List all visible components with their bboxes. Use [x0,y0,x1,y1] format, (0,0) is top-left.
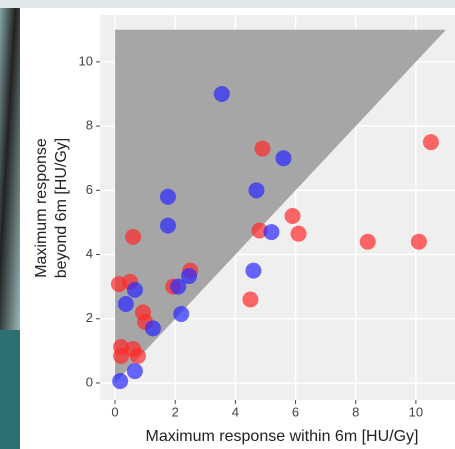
data-point [112,373,129,390]
scan-image [0,0,20,330]
x-tick-label: 2 [172,404,179,419]
slide-edge [0,0,455,8]
y-tick-label: 6 [86,182,93,197]
data-point [245,262,262,279]
data-point [113,348,130,365]
data-point [422,134,439,151]
data-point [159,188,176,205]
data-point [173,305,190,322]
data-point [126,281,143,298]
y-tick-label: 4 [86,246,93,261]
data-point [263,224,280,241]
data-point [410,233,427,250]
data-point [290,225,307,242]
data-point [254,140,271,157]
data-point [275,150,292,167]
y-axis-label: Maximum response [33,138,50,278]
slide-background [0,330,20,449]
x-tick-label: 8 [352,404,359,419]
data-point [242,291,259,308]
data-point [144,320,161,337]
x-axis-label: Maximum response within 6m [HU/Gy] [146,428,419,445]
shaded-region [115,29,446,383]
y-tick-label: 2 [86,310,93,325]
x-tick-label: 0 [111,404,118,419]
data-point [284,208,301,225]
x-tick-label: 10 [409,404,423,419]
data-point [359,233,376,250]
data-point [126,363,143,380]
y-axis-label: beyond 6m [HU/Gy] [53,138,70,279]
data-point [125,228,142,245]
x-tick-label: 6 [292,404,299,419]
y-tick-label: 0 [86,374,93,389]
data-point [110,276,127,293]
data-point [117,295,134,312]
data-point [251,222,268,239]
data-point [159,217,176,234]
x-tick-label: 4 [232,404,239,419]
data-point [248,182,265,199]
data-point [170,278,187,295]
data-point [181,268,198,285]
data-point [129,348,146,365]
data-point [213,85,230,102]
y-tick-label: 8 [86,118,93,133]
y-tick-label: 10 [79,53,93,68]
